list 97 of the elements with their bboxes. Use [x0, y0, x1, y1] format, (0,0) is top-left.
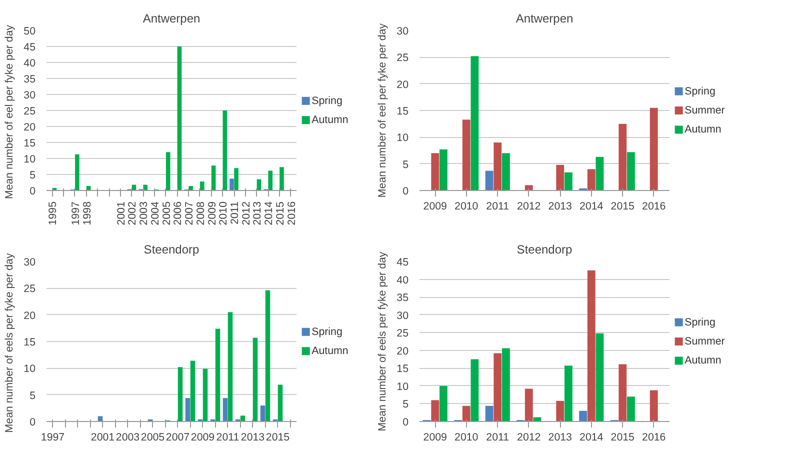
y-tick-label: 10: [396, 380, 409, 393]
y-tick-label: 25: [24, 106, 36, 118]
x-tick-label: 2016: [642, 200, 666, 212]
x-tick-label: 1998: [81, 201, 94, 226]
x-tick-label: 2014: [580, 432, 604, 444]
y-tick-label: 0: [402, 416, 409, 428]
x-tick-label: 2015: [274, 201, 286, 226]
x-tick-label: 2009: [206, 201, 218, 226]
x-tick-label: 1997: [40, 432, 65, 444]
y-axis-title: Mean number of eel per fyke per day: [4, 24, 16, 200]
y-tick-label: 5: [30, 170, 36, 182]
x-tick-label: 2009: [190, 432, 215, 444]
x-tick-label: 2011: [486, 200, 510, 212]
x-tick-label: 2010: [454, 432, 478, 444]
legend-label: Summer: [684, 104, 726, 116]
legend-label: Spring: [684, 316, 716, 328]
x-tick-label: 2015: [266, 432, 290, 444]
x-tick-label: 2013: [240, 432, 265, 444]
y-tick-label: 25: [396, 328, 409, 340]
y-tick-label: 30: [24, 256, 36, 268]
x-tick-label: 2012: [240, 201, 252, 226]
y-tick-label: 25: [396, 52, 409, 64]
y-tick-label: 5: [402, 158, 409, 171]
x-tick-label: 2003: [138, 201, 150, 226]
legend-label: Spring: [312, 94, 342, 107]
y-tick-label: 0: [402, 186, 409, 198]
y-tick-label: 35: [396, 292, 409, 304]
x-tick-label: 2008: [194, 201, 207, 226]
y-tick-label: 5: [30, 390, 36, 402]
x-tick-label: 2009: [423, 200, 448, 212]
legend-label: Autumn: [312, 345, 348, 358]
y-axis-title: Mean number of eel per fyke per day: [376, 22, 389, 198]
x-tick-label: 2004: [149, 201, 162, 226]
chart-title: Steendorp: [516, 242, 573, 256]
y-tick-label: 45: [24, 42, 36, 54]
x-tick-label: 2001: [90, 432, 115, 444]
y-tick-label: 30: [396, 310, 409, 322]
x-tick-label: 1995: [47, 201, 60, 226]
x-tick-label: 2009: [423, 432, 448, 444]
x-tick-label: 2006: [172, 201, 184, 226]
x-tick-label: 2012: [517, 432, 541, 444]
x-tick-label: 2011: [229, 201, 241, 224]
y-tick-label: 0: [30, 416, 36, 428]
y-tick-label: 10: [396, 132, 409, 144]
legend-label: Autumn: [684, 354, 722, 367]
x-tick-label: 2007: [166, 432, 190, 444]
x-tick-label: 2013: [548, 432, 572, 444]
x-tick-label: 2015: [610, 200, 635, 212]
y-tick-label: 10: [24, 363, 36, 376]
x-tick-label: 2015: [610, 432, 635, 444]
x-tick-label: 2005: [160, 201, 173, 226]
y-tick-label: 15: [24, 138, 36, 150]
legend-label: Spring: [684, 85, 716, 98]
y-tick-label: 20: [24, 122, 36, 134]
y-tick-label: 10: [24, 154, 36, 166]
x-tick-label: 2010: [454, 200, 478, 212]
y-tick-label: 40: [396, 274, 409, 286]
y-tick-label: 25: [24, 283, 36, 296]
legend-label: Spring: [312, 326, 342, 338]
y-tick-label: 5: [402, 398, 409, 411]
legend-label: Autumn: [684, 124, 722, 136]
y-tick-label: 20: [396, 78, 409, 91]
legend-label: Autumn: [312, 114, 348, 126]
x-tick-label: 2014: [580, 200, 604, 212]
x-tick-label: 2016: [286, 201, 298, 226]
x-tick-label: 2002: [126, 201, 139, 226]
x-tick-label: 2005: [140, 432, 165, 444]
y-axis-title: Mean number of eels per fyke per day: [4, 252, 16, 433]
chart-title: Antwerpen: [142, 12, 200, 26]
x-tick-label: 2001: [115, 201, 128, 226]
chart-title: Steendorp: [144, 242, 200, 256]
y-tick-label: 15: [396, 106, 409, 118]
y-tick-label: 40: [24, 58, 36, 70]
y-tick-label: 45: [396, 256, 409, 268]
x-tick-label: 2014: [263, 201, 276, 226]
y-tick-label: 30: [24, 90, 36, 102]
y-tick-label: 15: [24, 336, 36, 348]
y-tick-label: 15: [396, 363, 409, 376]
y-tick-label: 30: [396, 26, 409, 38]
y-tick-label: 20: [396, 345, 409, 358]
y-tick-label: 20: [24, 310, 36, 322]
x-tick-label: 2013: [252, 201, 264, 226]
x-tick-label: 2011: [486, 432, 510, 444]
chart-title: Antwerpen: [516, 12, 574, 26]
x-tick-label: 2010: [218, 201, 230, 226]
y-tick-label: 35: [24, 74, 36, 86]
x-tick-label: 2003: [116, 432, 140, 444]
x-tick-label: 2012: [517, 200, 541, 212]
x-tick-label: 2013: [548, 200, 572, 212]
y-axis-title: Mean number of eels per fyke per day: [376, 251, 389, 432]
x-tick-label: 2011: [216, 432, 240, 444]
legend-label: Summer: [684, 336, 726, 348]
x-tick-label: 2007: [184, 201, 196, 226]
y-tick-label: 0: [30, 186, 36, 198]
x-tick-label: 2016: [642, 432, 666, 444]
y-tick-label: 50: [24, 26, 36, 38]
x-tick-label: 1997: [70, 201, 82, 226]
